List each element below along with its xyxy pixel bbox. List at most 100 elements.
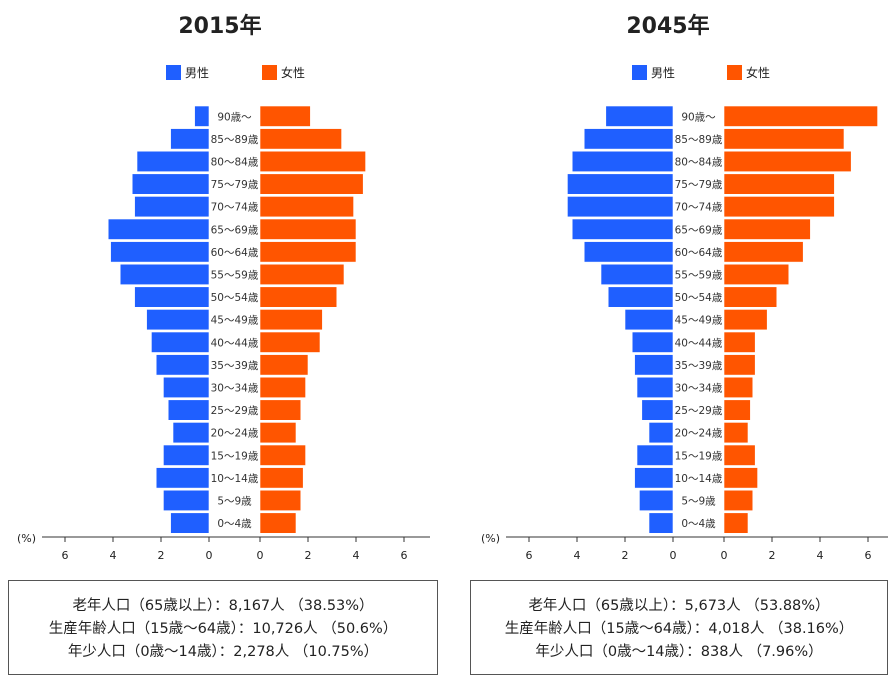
male-bar: [170, 128, 210, 150]
male-bar: [648, 422, 674, 444]
female-bar: [723, 444, 756, 466]
legend-item-male: 男性: [632, 64, 675, 81]
age-group-label: 90歳～: [681, 111, 716, 123]
female-bar: [723, 150, 852, 172]
female-bar: [723, 354, 756, 376]
male-bar: [134, 196, 210, 218]
population-stats-box: 老年人口（65歳以上）：5,673人 （53.88%） 生産年齢人口（15歳～6…: [470, 580, 888, 675]
age-group-label: 10～14歳: [675, 473, 723, 485]
male-bar: [607, 286, 674, 308]
male-tick-label: 6: [62, 549, 69, 562]
female-bar: [259, 263, 345, 286]
age-group-label: 40～44歳: [675, 337, 723, 349]
age-group-label: 25～29歳: [211, 405, 259, 417]
age-group-label: 35～39歳: [675, 360, 723, 372]
age-group-label: 50～54歳: [675, 292, 723, 304]
male-bar: [194, 105, 210, 127]
female-bar: [723, 218, 811, 240]
male-bar: [136, 150, 210, 172]
age-group-label: 25～29歳: [675, 405, 723, 417]
age-group-label: 45～49歳: [211, 315, 259, 327]
male-bar: [636, 376, 674, 399]
female-bar: [259, 354, 309, 376]
female-tick-label: 0: [257, 549, 264, 562]
age-group-label: 70～74歳: [211, 202, 259, 214]
age-group-label: 60～64歳: [211, 247, 259, 259]
male-bar: [648, 512, 674, 534]
age-group-label: 85～89歳: [211, 134, 259, 146]
legend-label-female: 女性: [281, 66, 306, 80]
female-bar: [259, 422, 297, 444]
male-bar: [639, 489, 674, 512]
female-bar: [259, 128, 342, 150]
female-tick-label: 2: [305, 549, 312, 562]
stat-working-age: 生産年齢人口（15歳～64歳）：4,018人 （38.16%）: [504, 621, 854, 637]
age-group-label: 40～44歳: [211, 337, 259, 349]
female-bar: [723, 467, 758, 489]
age-group-label: 80～84歳: [675, 156, 723, 168]
pyramid-panel-2015: 2015年 男性 女性 90歳～ 85～89歳 80～84歳 75～79歳 70～74歳…: [0, 0, 440, 675]
female-bar: [723, 241, 804, 263]
female-bar: [259, 467, 304, 489]
female-tick-label: 4: [353, 549, 360, 562]
female-bar: [723, 309, 768, 331]
legend-swatch-male: [166, 65, 181, 80]
male-bar: [163, 489, 210, 512]
male-bar: [155, 467, 210, 489]
legend-swatch-female: [262, 65, 277, 80]
male-tick-label: 0: [670, 549, 677, 562]
age-group-label: 5～9歳: [217, 495, 252, 507]
legend-item-male: 男性: [166, 64, 209, 81]
legend-label-male: 男性: [651, 66, 676, 80]
male-bar: [583, 241, 674, 263]
male-bar: [631, 331, 674, 353]
male-bar: [600, 263, 674, 286]
female-bar: [723, 263, 790, 286]
legend-label-female: 女性: [746, 66, 771, 80]
male-bar: [146, 309, 210, 331]
male-bar: [636, 444, 674, 466]
age-group-label: 90歳～: [217, 111, 252, 123]
legend-swatch-male: [632, 65, 647, 80]
male-bar: [131, 173, 210, 195]
pyramid-chart-2015: 90歳～ 85～89歳 80～84歳 75～79歳 70～74歳 65～69歳 60～64歳…: [17, 105, 430, 562]
age-group-label: 70～74歳: [675, 202, 723, 214]
legend-label-male: 男性: [185, 66, 210, 80]
stat-youth: 年少人口（0歳～14歳）：2,278人 （10.75%）: [67, 644, 379, 660]
female-bar: [723, 105, 878, 127]
female-bar: [259, 241, 357, 263]
male-bar: [155, 354, 210, 376]
female-bar: [723, 196, 835, 218]
age-group-label: 50～54歳: [211, 292, 259, 304]
stat-elderly: 老年人口（65歳以上）：5,673人 （53.88%）: [528, 598, 830, 614]
age-group-label: 80～84歳: [211, 156, 259, 168]
male-bar: [134, 286, 210, 308]
male-bar: [571, 218, 674, 240]
population-stats-box: 老年人口（65歳以上）：8,167人 （38.53%） 生産年齢人口（15歳～6…: [8, 580, 438, 675]
male-bar: [641, 399, 674, 421]
male-tick-label: 0: [206, 549, 213, 562]
female-tick-label: 6: [401, 549, 408, 562]
axis-unit-label: (%): [17, 532, 36, 545]
age-group-label: 35～39歳: [211, 360, 259, 372]
age-group-label: 0～4歳: [681, 518, 716, 530]
age-group-label: 20～24歳: [211, 428, 259, 440]
female-bar: [259, 196, 354, 218]
female-bar: [723, 331, 756, 353]
male-tick-label: 4: [110, 549, 117, 562]
female-bar: [259, 150, 366, 172]
chart-title: 2045年: [626, 14, 710, 39]
female-bar: [259, 218, 357, 240]
male-bar: [624, 309, 674, 331]
female-bar: [259, 512, 297, 534]
age-group-label: 45～49歳: [675, 315, 723, 327]
female-bar: [723, 512, 749, 534]
female-bar: [723, 128, 845, 150]
male-bar: [634, 467, 674, 489]
female-tick-label: 4: [817, 549, 824, 562]
male-bar: [634, 354, 674, 376]
male-bar: [107, 218, 210, 240]
age-group-label: 55～59歳: [675, 269, 723, 281]
male-bar: [172, 422, 210, 444]
female-bar: [723, 422, 749, 444]
